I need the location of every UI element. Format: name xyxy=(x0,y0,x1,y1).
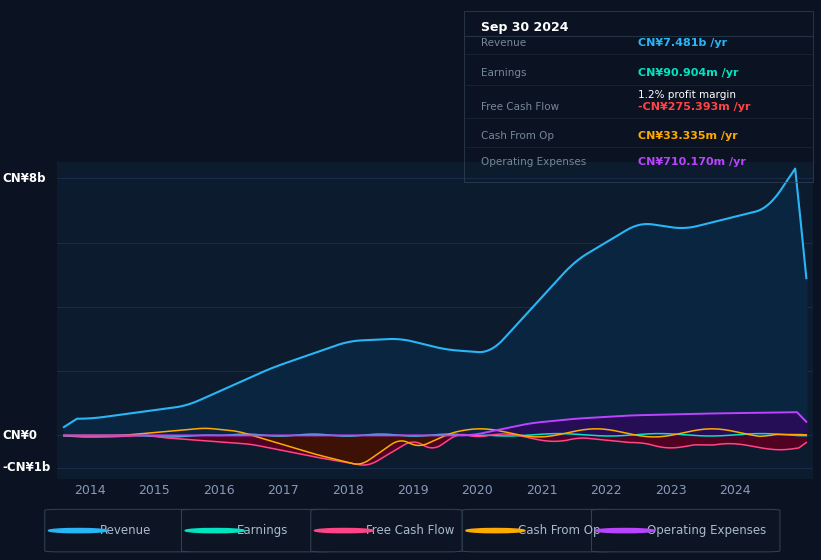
Text: Operating Expenses: Operating Expenses xyxy=(647,524,766,537)
Text: -CN¥275.393m /yr: -CN¥275.393m /yr xyxy=(639,102,751,112)
Text: 1.2% profit margin: 1.2% profit margin xyxy=(639,90,736,100)
Circle shape xyxy=(595,529,654,533)
Text: CN¥33.335m /yr: CN¥33.335m /yr xyxy=(639,131,738,141)
Text: Earnings: Earnings xyxy=(481,68,527,78)
Text: CN¥8b: CN¥8b xyxy=(2,172,46,185)
Circle shape xyxy=(466,529,525,533)
Text: CN¥0: CN¥0 xyxy=(2,429,38,442)
FancyBboxPatch shape xyxy=(45,510,196,552)
Text: Operating Expenses: Operating Expenses xyxy=(481,157,586,167)
Text: CN¥710.170m /yr: CN¥710.170m /yr xyxy=(639,157,746,167)
Text: Cash From Op: Cash From Op xyxy=(518,524,600,537)
Text: CN¥90.904m /yr: CN¥90.904m /yr xyxy=(639,68,739,78)
Text: CN¥7.481b /yr: CN¥7.481b /yr xyxy=(639,38,727,48)
Circle shape xyxy=(314,529,374,533)
Text: Earnings: Earnings xyxy=(237,524,288,537)
Text: -CN¥1b: -CN¥1b xyxy=(2,461,51,474)
Text: Revenue: Revenue xyxy=(481,38,526,48)
FancyBboxPatch shape xyxy=(462,510,613,552)
Text: Cash From Op: Cash From Op xyxy=(481,131,554,141)
Text: Free Cash Flow: Free Cash Flow xyxy=(366,524,455,537)
FancyBboxPatch shape xyxy=(591,510,780,552)
Circle shape xyxy=(48,529,108,533)
FancyBboxPatch shape xyxy=(181,510,333,552)
Text: Free Cash Flow: Free Cash Flow xyxy=(481,102,559,112)
Text: Sep 30 2024: Sep 30 2024 xyxy=(481,21,569,34)
Text: Revenue: Revenue xyxy=(100,524,152,537)
FancyBboxPatch shape xyxy=(310,510,462,552)
Circle shape xyxy=(186,529,245,533)
